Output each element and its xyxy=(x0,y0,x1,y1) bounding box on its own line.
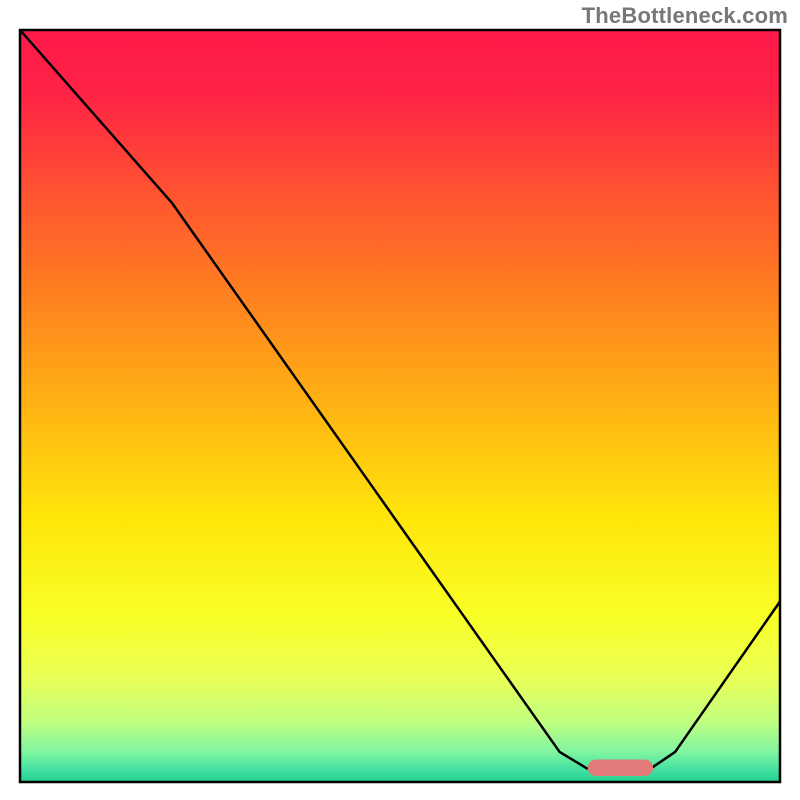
chart-stage: TheBottleneck.com xyxy=(0,0,800,800)
chart-svg xyxy=(0,0,800,800)
gradient-background xyxy=(20,30,780,782)
plot-area xyxy=(20,30,780,782)
optimal-range-marker xyxy=(588,759,653,776)
